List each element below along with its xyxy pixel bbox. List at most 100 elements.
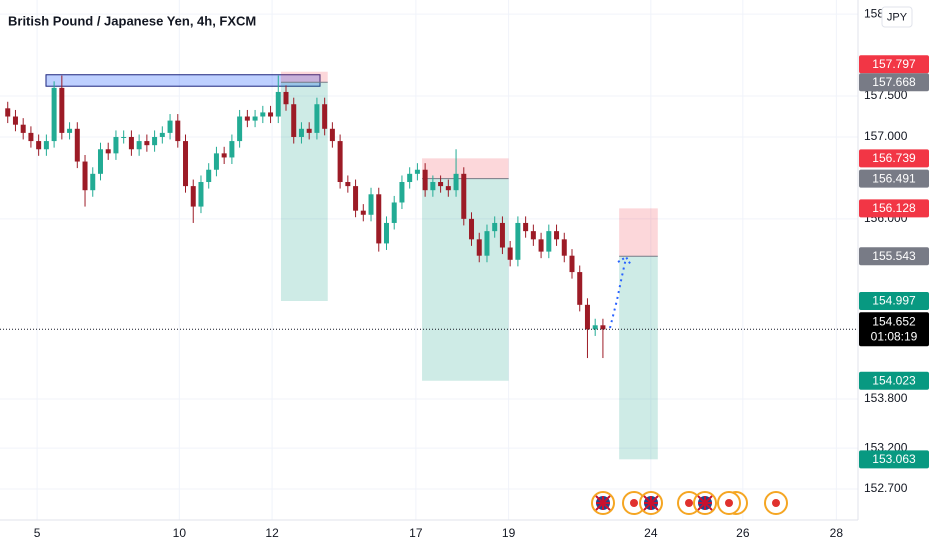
x-tick-label: 19 xyxy=(502,526,516,540)
price-badge-label: 153.063 xyxy=(872,452,916,466)
candle-body xyxy=(5,108,11,117)
x-tick-label: 12 xyxy=(265,526,279,540)
candle-body xyxy=(237,116,243,142)
candle-body xyxy=(484,231,490,256)
price-badge xyxy=(859,450,929,469)
price-badge-label: 154.652 xyxy=(872,314,916,328)
candle-body xyxy=(592,325,598,330)
candle-body xyxy=(82,161,88,191)
candle-body xyxy=(268,112,274,117)
candle-body xyxy=(136,141,142,150)
candle-body xyxy=(298,128,304,137)
candle-body xyxy=(476,239,482,256)
candle-body xyxy=(28,132,34,142)
candle-body xyxy=(12,116,18,125)
candle-body xyxy=(577,272,583,305)
candle-body xyxy=(445,186,451,191)
candle-body xyxy=(213,153,219,170)
candle-body xyxy=(368,194,374,215)
candle-body xyxy=(74,128,80,162)
candle-body xyxy=(430,182,436,191)
currency-label: JPY xyxy=(887,11,908,23)
candle-body xyxy=(159,132,165,137)
y-tick-label: 153.800 xyxy=(864,391,908,405)
candle-body xyxy=(291,104,297,137)
x-tick-label: 28 xyxy=(830,526,844,540)
flag xyxy=(725,499,733,507)
price-badge xyxy=(859,291,929,310)
price-badges: 157.797 157.668 156.739 156.491 156.128 155.5… xyxy=(859,55,929,469)
candle-body xyxy=(353,186,359,211)
target-zone xyxy=(619,256,658,460)
candle-body xyxy=(113,136,119,154)
candle-body xyxy=(252,116,258,121)
candle-body xyxy=(569,255,575,273)
price-badge xyxy=(859,247,929,266)
candle-body xyxy=(391,202,397,223)
currency-button[interactable] xyxy=(881,6,913,28)
x-tick-label: 17 xyxy=(409,526,423,540)
candle-body xyxy=(121,136,127,138)
candle-body xyxy=(345,182,351,187)
stop-zone xyxy=(422,158,509,179)
candle-body xyxy=(128,136,134,150)
price-badge xyxy=(859,371,929,390)
candle-body xyxy=(275,91,281,117)
candle-body xyxy=(190,186,196,207)
x-tick-label: 26 xyxy=(736,526,750,540)
x-tick-label: 10 xyxy=(173,526,187,540)
price-badge-label: 155.543 xyxy=(872,249,916,263)
candle-body xyxy=(329,128,335,142)
candle-body xyxy=(399,182,405,203)
candle-body xyxy=(97,149,103,174)
price-badge-label: 156.491 xyxy=(872,171,916,185)
countdown-label: 01:08:19 xyxy=(871,329,918,343)
price-badge-label: 156.128 xyxy=(872,201,916,215)
price-badge-label: 154.997 xyxy=(872,294,916,308)
candle-body xyxy=(453,173,459,191)
candle-body xyxy=(546,231,552,252)
flag-cross xyxy=(595,495,611,511)
candle-body xyxy=(337,141,343,183)
zone xyxy=(45,74,321,87)
candle-body xyxy=(414,169,420,174)
price-badge xyxy=(859,55,929,74)
candle-body xyxy=(167,120,173,133)
candle-body xyxy=(530,231,536,240)
candle-body xyxy=(43,141,49,150)
candle-body xyxy=(360,210,366,215)
price-badge-label: 157.668 xyxy=(872,75,916,89)
stop-zone xyxy=(619,208,658,257)
projection-arrow-head xyxy=(617,255,632,266)
flag-cross xyxy=(697,495,713,511)
candle-body xyxy=(221,153,227,158)
candle-body xyxy=(90,173,96,191)
candle-body xyxy=(152,136,158,146)
candle-body xyxy=(492,222,498,232)
x-tick-label: 24 xyxy=(644,526,658,540)
plot xyxy=(0,71,858,460)
candle-body xyxy=(144,141,150,146)
candle-body xyxy=(20,124,26,133)
candle-body xyxy=(600,325,606,330)
candle-body xyxy=(469,218,475,240)
candle-body xyxy=(183,141,189,187)
candle-body xyxy=(584,304,590,330)
price-badge xyxy=(859,73,929,92)
y-tick-label: 157.000 xyxy=(864,129,908,143)
candle-body xyxy=(105,149,111,154)
candle-body xyxy=(67,128,73,133)
candle-body xyxy=(314,104,320,133)
candle-body xyxy=(198,182,204,207)
price-badge xyxy=(859,149,929,168)
x-tick-label: 5 xyxy=(34,526,41,540)
candle-body xyxy=(260,112,266,117)
event-icons xyxy=(591,491,788,515)
price-badge-label: 156.739 xyxy=(872,151,916,165)
candle-body xyxy=(229,141,235,158)
candle-body xyxy=(175,120,181,142)
candle-body xyxy=(499,222,505,248)
candle-body xyxy=(36,141,42,150)
